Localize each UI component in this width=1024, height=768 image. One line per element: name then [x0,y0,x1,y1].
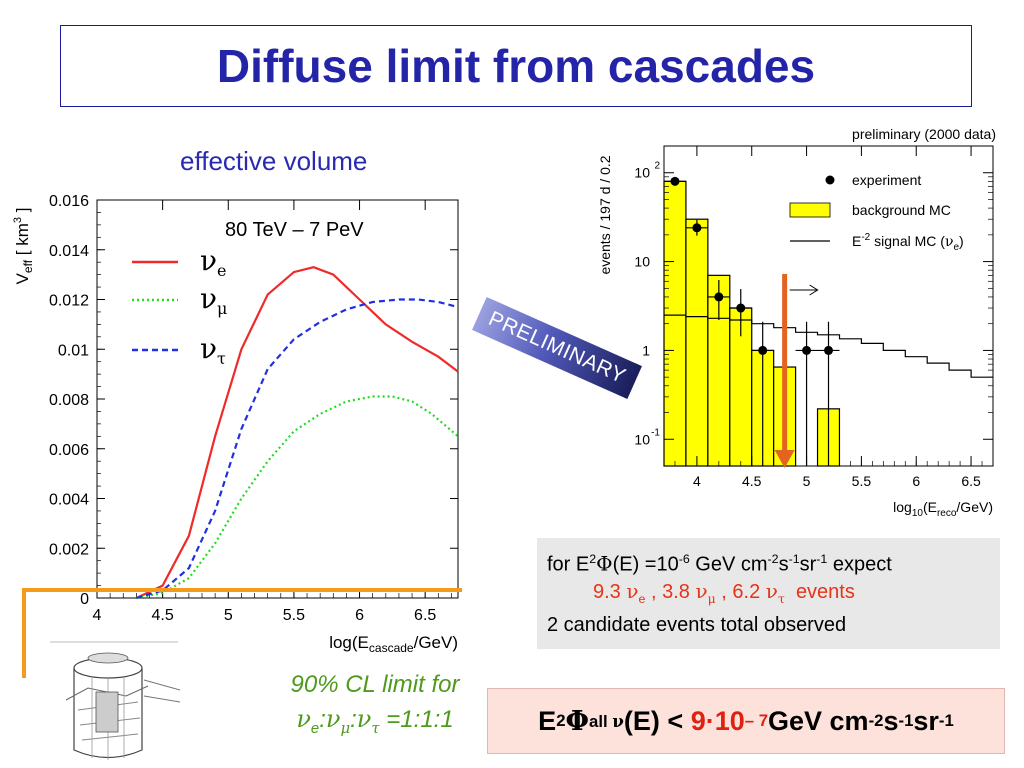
legend-signal-label: E-2 signal MC (νe) [852,232,964,253]
experiment-point [670,176,680,186]
legend-experiment-marker [825,175,835,185]
left-x-axis-label-part: /GeV) [414,633,458,652]
left-y-tick-label: 0.004 [49,492,89,509]
background-bin [707,274,731,467]
experiment-point [802,345,812,355]
nu-tau-curve [136,298,459,600]
expectation-line-1: for E2Φ(E) =10-6 GeV cm-2s-1sr-1 expect [547,551,892,576]
experiment-point [758,345,768,355]
left-plot-frame [96,199,459,599]
left-y-tick-label: 0.006 [49,442,89,459]
left-y-tick-label: 0.01 [58,342,89,359]
legend-flavor: e [217,261,226,280]
left-x-axis-label-part: log(E [329,633,369,652]
legend-background-swatch [789,202,831,218]
background-bin [663,180,687,467]
left-x-tick-label: 5 [224,607,233,624]
left-y-tick-label: 0.016 [49,193,89,210]
left-y-axis-label-part: [ km [13,223,32,260]
right-y-tick-exp: 2 [654,161,660,172]
right-y-tick-label: 10 [634,254,650,270]
background-bin [816,408,841,467]
right-chart-title: preliminary (2000 data) [852,126,996,142]
preliminary-stamp: PRELIMINARY [472,296,642,400]
right-x-tick-label: 6.5 [961,473,981,489]
left-y-tick-label: 0.014 [49,243,89,260]
signal-mc-histogram [664,314,993,378]
left-y-axis-label-part: eff [21,259,35,273]
title-box: Diffuse limit from cascades [60,25,972,107]
legend-signal-part: ) [959,233,964,249]
legend-flavor: τ [217,349,226,368]
right-y-axis-label: events / 197 d / 0.2 [597,155,613,274]
legend-experiment-label: experiment [852,172,921,188]
left-y-tick-label: 0.008 [49,392,89,409]
legend-nu: ν [200,282,217,315]
expected-events-line: 9.3 νe , 3.8 νμ , 6.2 ντ events [593,578,855,606]
legend-flavor: μ [217,299,227,318]
nu-mu-curve [136,395,459,600]
right-x-axis-part: (E [923,499,937,515]
right-x-axis-label: log10(Ereco/GeV) [893,499,993,519]
legend-nu: ν [200,244,217,277]
left-x-tick-label: 4.5 [152,607,174,624]
left-x-axis-label: log(Ecascade/GeV) [329,633,458,655]
effective-volume-heading: effective volume [180,146,368,176]
left-y-tick-label: 0.012 [49,293,89,310]
legend-signal-nu: ν [945,234,954,250]
legend-signal-sub: e [953,242,959,253]
right-x-tick-label: 5 [803,473,811,489]
cut-direction-arrowhead [809,284,819,296]
right-plot-frame [663,145,994,467]
legend-nu: ν [200,332,217,365]
right-x-axis-sub: 10 [912,508,924,519]
legend-signal-exp: -2 [861,232,870,243]
legend-background-label: background MC [852,202,951,218]
left-y-tick-label: 0.002 [49,541,89,558]
cut-arrow-head [774,450,795,468]
right-x-tick-label: 6 [912,473,920,489]
experiment-point [736,303,746,313]
left-x-tick-label: 5.5 [283,607,305,624]
right-x-axis-sub: reco [937,508,957,519]
left-y-axis-label-part: ] [13,208,32,217]
legend-signal-part: E [852,233,861,249]
left-x-tick-label: 6.5 [414,607,436,624]
right-x-tick-label: 5.5 [852,473,872,489]
detector-drawing [48,640,183,768]
background-bin [685,218,709,467]
left-x-tick-label: 6 [355,607,364,624]
background-bin [751,349,775,467]
legend-signal-part: signal MC ( [870,233,945,249]
right-x-axis-part: /GeV) [956,499,993,515]
right-y-tick-label: 1 [642,342,650,358]
left-y-axis-label: Veff [ km3 ] [12,208,35,285]
right-x-tick-label: 4 [693,473,701,489]
legend-label-nu-mu-curve: νμ [200,282,227,318]
right-y-tick-label: 10 [634,165,650,181]
expectation-box: for E2Φ(E) =10-6 GeV cm-2s-1sr-1 expect … [537,538,1000,649]
background-bin [729,307,753,467]
left-x-axis-label-part: cascade [369,641,414,655]
energy-range-label: 80 TeV – 7 PeV [225,219,364,241]
page-title: Diffuse limit from cascades [216,40,816,92]
right-y-tick-label: 10 [634,431,650,447]
observed-events-line: 2 candidate events total observed [547,613,847,636]
background-bin [773,366,797,467]
nu-e-curve [135,266,459,599]
right-y-tick-exp: -1 [651,427,660,438]
left-x-tick-label: 4 [93,607,102,624]
left-y-axis-label-part: 3 [12,217,24,223]
cl-limit-text: 90% CL limit for νe:νμ:ντ =1:1:1 [290,671,460,737]
right-x-tick-label: 4.5 [742,473,762,489]
legend-label-nu-tau-curve: ντ [200,332,226,368]
left-y-axis-label-part: V [13,272,32,284]
legend-label-nu-e-curve: νe [200,244,227,280]
experiment-point [692,223,702,233]
experiment-point [714,292,724,302]
right-x-axis-part: log [893,499,912,515]
experiment-point [824,345,833,355]
left-y-tick-label: 0 [80,591,89,608]
